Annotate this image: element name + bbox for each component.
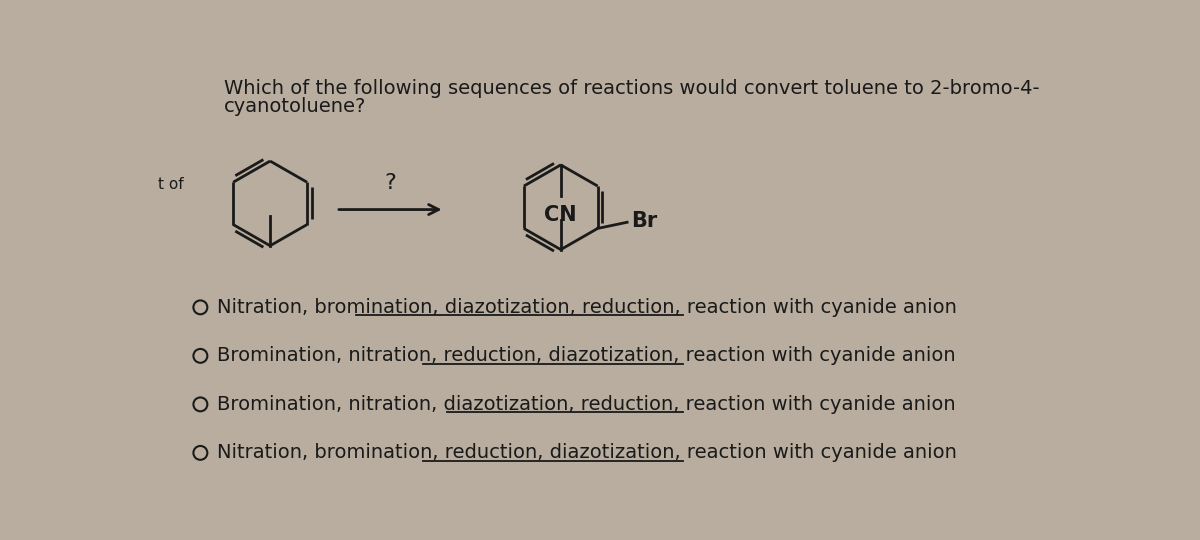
Text: Bromination, nitration, diazotization, reduction, reaction with cyanide anion: Bromination, nitration, diazotization, r… xyxy=(217,395,956,414)
Text: cyanotoluene?: cyanotoluene? xyxy=(223,97,366,116)
Text: ?: ? xyxy=(384,173,396,193)
Text: CN: CN xyxy=(545,205,577,225)
Text: Br: Br xyxy=(631,211,658,231)
Text: Which of the following sequences of reactions would convert toluene to 2-bromo-4: Which of the following sequences of reac… xyxy=(223,79,1039,98)
Text: Nitration, bromination, reduction, diazotization, reaction with cyanide anion: Nitration, bromination, reduction, diazo… xyxy=(217,443,958,462)
Text: Nitration, bromination, diazotization, reduction, reaction with cyanide anion: Nitration, bromination, diazotization, r… xyxy=(217,298,958,317)
Text: t of: t of xyxy=(157,177,184,192)
Text: Bromination, nitration, reduction, diazotization, reaction with cyanide anion: Bromination, nitration, reduction, diazo… xyxy=(217,346,956,366)
